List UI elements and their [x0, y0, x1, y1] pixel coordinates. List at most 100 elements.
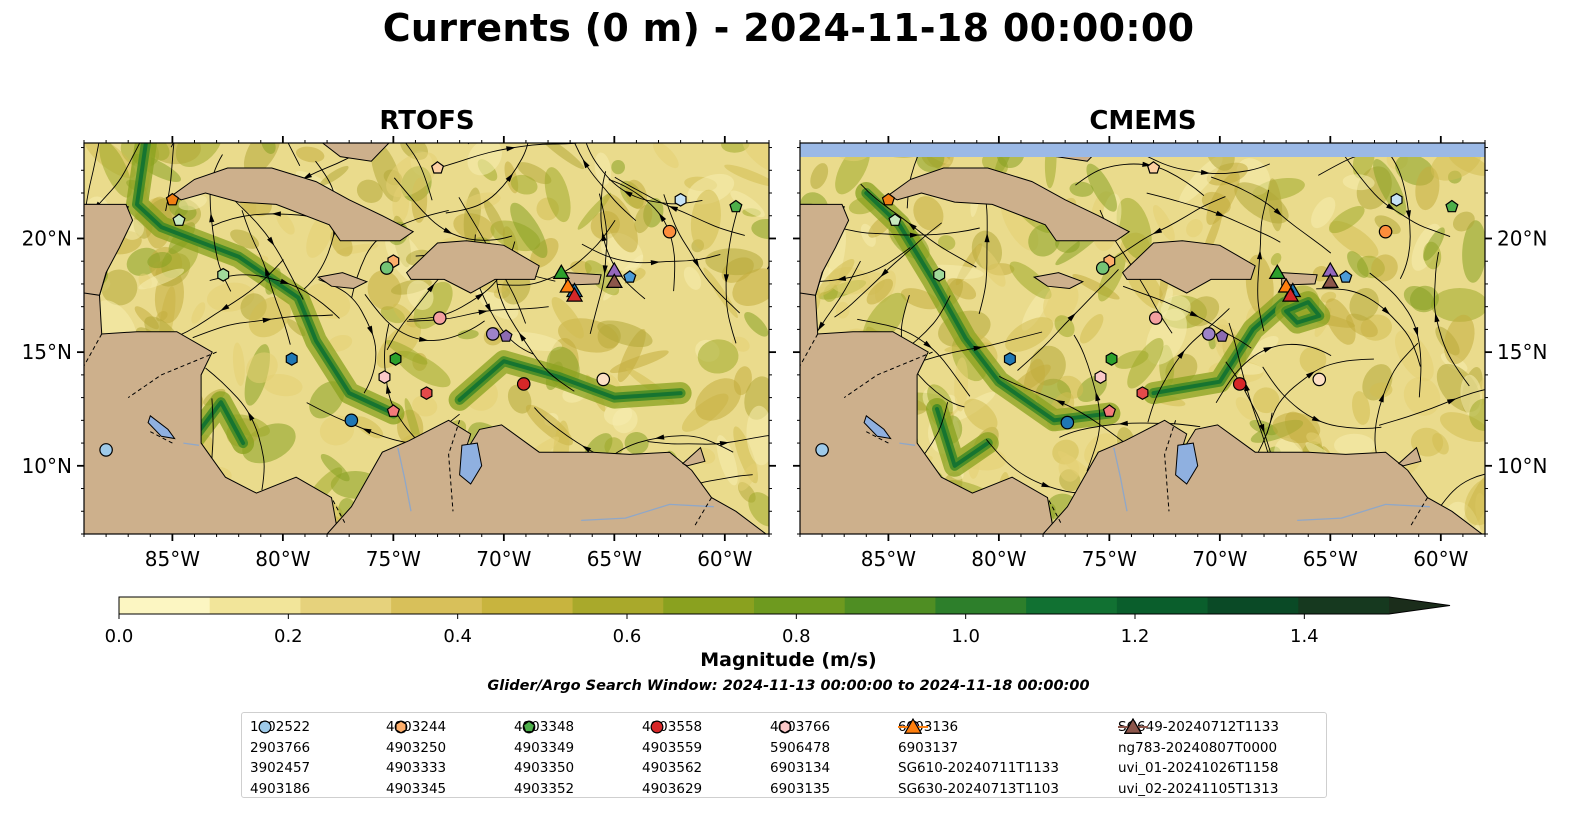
cmems-marker-4903562: [888, 213, 902, 226]
figure-title: Currents (0 m) - 2024-11-18 00:00:00: [382, 6, 1195, 50]
legend-item: uvi_02-20241105T1313: [1118, 717, 1279, 800]
rtofs-x-tick-label: 65°W: [587, 547, 642, 571]
legend-symbol-circle: [650, 720, 664, 734]
cmems-marker-3902457: [1339, 270, 1353, 283]
rtofs-x-tick-label: 60°W: [697, 547, 752, 571]
cmems-marker-4903350: [1105, 352, 1118, 366]
rtofs-marker-uvi_02-20241105T1313: [605, 273, 623, 288]
rtofs-x-tick-label: 80°W: [255, 547, 310, 571]
rtofs-map: [84, 143, 769, 534]
rtofs-marker-5906478: [386, 404, 401, 417]
cmems-marker-4903629: [1232, 377, 1247, 391]
rtofs-marker-1902522: [344, 413, 359, 428]
cmems-marker-5906478: [1102, 404, 1117, 417]
rtofs-marker-ng783-20240807T0000: [565, 286, 584, 302]
cmems-marker-uvi_02-20241105T1313: [1321, 273, 1339, 288]
colorbar-tick-label: 0.6: [613, 626, 642, 647]
legend-item: 5906478: [770, 720, 831, 759]
cmems-marker-4903186: [815, 443, 829, 457]
rtofs-marker-4903333: [662, 224, 677, 239]
cmems-x-tick-label: 75°W: [1082, 547, 1137, 571]
legend: 1902522 2903766 3902457 4903186 4903244 49032…: [241, 712, 1327, 798]
rtofs-marker-4903350: [389, 352, 402, 366]
legend-label: 5906478: [770, 739, 831, 756]
colorbar-tick-label: 0.2: [274, 626, 303, 647]
cmems-marker-4903250: [881, 192, 896, 206]
legend-item: 3902457: [250, 720, 311, 779]
rtofs-marker-6903136: [499, 329, 513, 342]
rtofs-y-tick-label: 20°N: [22, 226, 72, 250]
rtofs-marker-4903186: [99, 443, 113, 457]
rtofs-marker-3902457: [623, 270, 637, 283]
legend-item: 4903349: [514, 720, 574, 759]
cmems-marker-4903348: [1146, 161, 1161, 174]
legend-item: uvi_01-20241026T1158: [1118, 717, 1279, 779]
legend-item: 4903352: [514, 720, 575, 800]
rtofs-marker-4903348: [430, 161, 445, 174]
cmems-marker-6903135: [1094, 370, 1107, 384]
legend-symbol-pentagon: [522, 720, 536, 733]
legend-label: SG649-20240712T1133: [1118, 719, 1279, 736]
cmems-marker-4903766: [1136, 386, 1149, 400]
legend-item: 4903350: [514, 720, 575, 779]
cmems-marker-1902522: [1060, 415, 1075, 430]
legend-column: 4903558 4903559 4903562 4903629: [642, 717, 702, 799]
rtofs-marker-4903766: [420, 386, 433, 400]
rtofs-marker-4903250: [165, 192, 180, 206]
rtofs-marker-2903766: [285, 352, 298, 366]
legend-label: uvi_01-20241026T1158: [1118, 760, 1279, 777]
cmems-x-tick-label: 60°W: [1413, 547, 1468, 571]
rtofs-marker-4903244: [674, 192, 687, 207]
colorbar-tick-label: 1.4: [1290, 626, 1319, 647]
cmems-marker-4903244: [1390, 192, 1403, 207]
legend-item: 4903345: [386, 720, 447, 800]
colorbar-tick-label: 0.8: [782, 626, 811, 647]
cmems-marker-ng783-20240807T0000: [1281, 286, 1300, 302]
cmems-marker-4903352: [1445, 199, 1459, 213]
legend-item: SG630-20240713T1103: [898, 717, 1059, 800]
legend-label: 4903350: [514, 760, 575, 777]
legend-item: 6903135: [770, 720, 830, 800]
cmems-frame: [799, 142, 1486, 535]
legend-item: 6903134: [770, 720, 830, 779]
cmems-panel-title: CMEMS: [1089, 106, 1197, 136]
legend-label: 4903345: [386, 780, 447, 797]
legend-symbol-hexagon: [395, 720, 407, 734]
legend-label: SG630-20240713T1103: [898, 780, 1059, 797]
cmems-marker-6903136: [1215, 329, 1229, 342]
cmems-y-tick-label: 15°N: [1497, 340, 1547, 364]
cmems-marker-4903349: [1312, 372, 1327, 387]
rtofs-marker-SG630-20240713T1103: [559, 277, 577, 293]
rtofs-frame: [83, 142, 770, 535]
cmems-marker-4903558: [1095, 261, 1110, 275]
rtofs-x-tick-label: 85°W: [145, 547, 200, 571]
rtofs-y-tick-label: 15°N: [22, 340, 72, 364]
legend-item: 4903250: [386, 720, 446, 759]
colorbar-tick-label: 0.4: [443, 626, 472, 647]
rtofs-x-tick-label: 70°W: [476, 547, 531, 571]
legend-column: 6903136 6903137 SG610-20240711T1133 SG630-2…: [898, 717, 1059, 799]
rtofs-marker-6903135: [378, 370, 391, 384]
rtofs-marker-4903629: [516, 377, 531, 391]
legend-item: 4903562: [642, 720, 703, 779]
colorbar-title: Magnitude (m/s): [700, 649, 877, 671]
cmems-y-tick-label: 20°N: [1497, 226, 1547, 250]
rtofs-y-tick-label: 10°N: [22, 454, 72, 478]
legend-label: 4903333: [386, 760, 447, 777]
cmems-x-tick-label: 85°W: [861, 547, 916, 571]
legend-label: 4903562: [642, 760, 703, 777]
cmems-map: [800, 143, 1485, 534]
legend-label: SG610-20240711T1133: [898, 760, 1059, 777]
legend-label: 3902457: [250, 760, 311, 777]
legend-column: 1902522 2903766 3902457 4903186: [250, 717, 310, 799]
rtofs-marker-4903562: [172, 213, 186, 226]
legend-column: SG649-20240712T1133 ng783-20240807T0000 uv…: [1118, 717, 1279, 799]
legend-item: SG610-20240711T1133: [898, 717, 1059, 779]
legend-label: 4903352: [514, 780, 575, 797]
rtofs-x-tick-label: 75°W: [366, 547, 421, 571]
legend-item: 4903186: [250, 720, 310, 800]
legend-label: 4903559: [642, 739, 703, 756]
legend-column: 4903348 4903349 4903350 4903352: [514, 717, 574, 799]
search-window-label: Glider/Argo Search Window: 2024-11-13 00…: [487, 678, 1090, 694]
